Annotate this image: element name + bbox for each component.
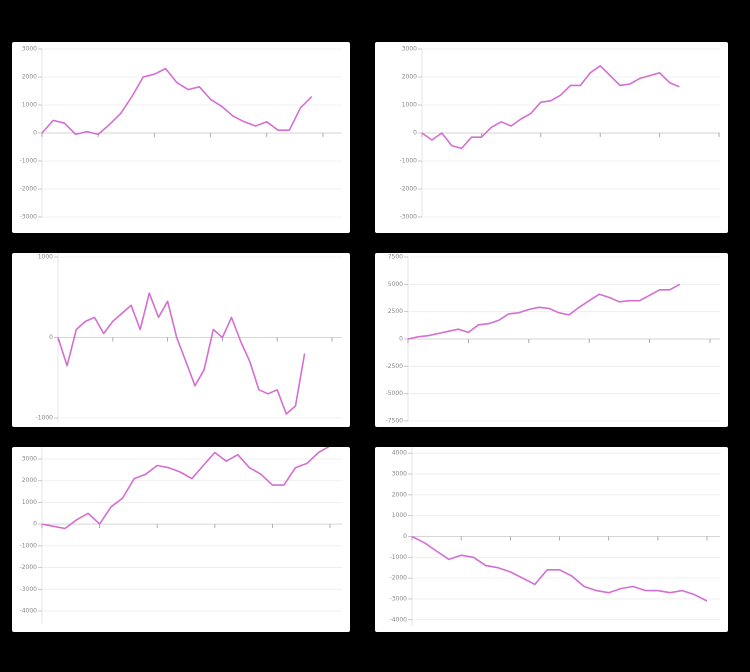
panel-background: [375, 253, 728, 427]
y-tick-label: 1000: [22, 499, 37, 506]
y-tick-label: -1000: [20, 542, 38, 549]
chart-panel: 1000 0 -1000: [12, 253, 350, 427]
chart-panel: 3000 2000 1000 0 -1000 -2000 -3000: [12, 42, 350, 233]
y-tick-label: 3000: [402, 46, 417, 53]
y-tick-label: 3000: [22, 46, 37, 53]
y-tick-label: 1000: [38, 254, 53, 261]
y-tick-label: -1000: [20, 158, 38, 165]
y-tick-label: 5000: [388, 281, 403, 288]
y-tick-label: 0: [49, 334, 53, 341]
data-line: [407, 283, 681, 340]
panel-background: [375, 447, 728, 632]
y-tick-label: -3000: [400, 214, 418, 221]
data-line: [411, 535, 708, 602]
y-tick-label: 4000: [392, 450, 407, 457]
data-line: [57, 292, 306, 415]
y-tick-label: -3000: [20, 586, 38, 593]
panel-background: [12, 42, 350, 233]
data-line: [421, 65, 680, 150]
y-tick-label: 0: [403, 533, 407, 540]
data-line: [41, 447, 330, 530]
y-tick-label: -2000: [20, 186, 38, 193]
y-tick-label: 0: [33, 130, 37, 137]
plot-area: 7500 5000 2500 0 -2500 -5000 -7500: [386, 254, 720, 425]
y-tick-label: 2000: [402, 74, 417, 81]
y-tick-label: 3000: [22, 456, 37, 463]
y-tick-label: 0: [413, 130, 417, 137]
y-tick-label: -2000: [20, 564, 38, 571]
y-tick-label: 2000: [392, 491, 407, 498]
y-tick-label: -1000: [400, 158, 418, 165]
plot-area: 3000 2000 1000 0 -1000 -2000 -3000: [20, 46, 342, 221]
y-tick-label: 1000: [392, 512, 407, 519]
y-tick-label: 1000: [402, 102, 417, 109]
y-tick-label: -3000: [390, 595, 408, 602]
y-tick-label: 2000: [22, 477, 37, 484]
plot-area: 3000 2000 1000 0 -1000 -2000 -3000: [400, 46, 720, 221]
y-tick-label: 1000: [22, 102, 37, 109]
plot-area: 3000 2000 1000 0 -1000 -2000 -3000 -4000: [20, 447, 342, 624]
y-tick-label: -7500: [386, 418, 404, 425]
chart-panel: 3000 2000 1000 0 -1000 -2000 -3000 -4000: [12, 447, 350, 632]
y-tick-label: -1000: [390, 554, 408, 561]
y-tick-label: 2000: [22, 74, 37, 81]
y-tick-label: 0: [399, 336, 403, 343]
plot-area: 1000 0 -1000: [36, 253, 342, 422]
y-tick-label: 3000: [392, 471, 407, 478]
chart-panel: 4000 3000 2000 1000 0 -1000 -2000 -3000 -4000: [375, 447, 728, 632]
chart-panel: 3000 2000 1000 0 -1000 -2000 -3000: [375, 42, 728, 233]
y-tick-label: -1000: [36, 414, 54, 421]
data-line: [41, 67, 313, 136]
panel-background: [12, 447, 350, 632]
y-tick-label: -3000: [20, 214, 38, 221]
y-tick-label: 7500: [388, 254, 403, 261]
plot-area: 4000 3000 2000 1000 0 -1000 -2000 -3000 -4000: [390, 447, 720, 626]
chart-panel: 7500 5000 2500 0 -2500 -5000 -7500: [375, 253, 728, 427]
y-tick-label: 0: [33, 521, 37, 528]
y-tick-label: -2000: [400, 186, 418, 193]
panel-background: [12, 253, 350, 427]
y-tick-label: -4000: [390, 616, 408, 623]
y-tick-label: 2500: [388, 308, 403, 315]
panel-background: [375, 42, 728, 233]
y-tick-label: -2500: [386, 363, 404, 370]
y-tick-label: -4000: [20, 607, 38, 614]
y-tick-label: -5000: [386, 390, 404, 397]
y-tick-label: -2000: [390, 575, 408, 582]
